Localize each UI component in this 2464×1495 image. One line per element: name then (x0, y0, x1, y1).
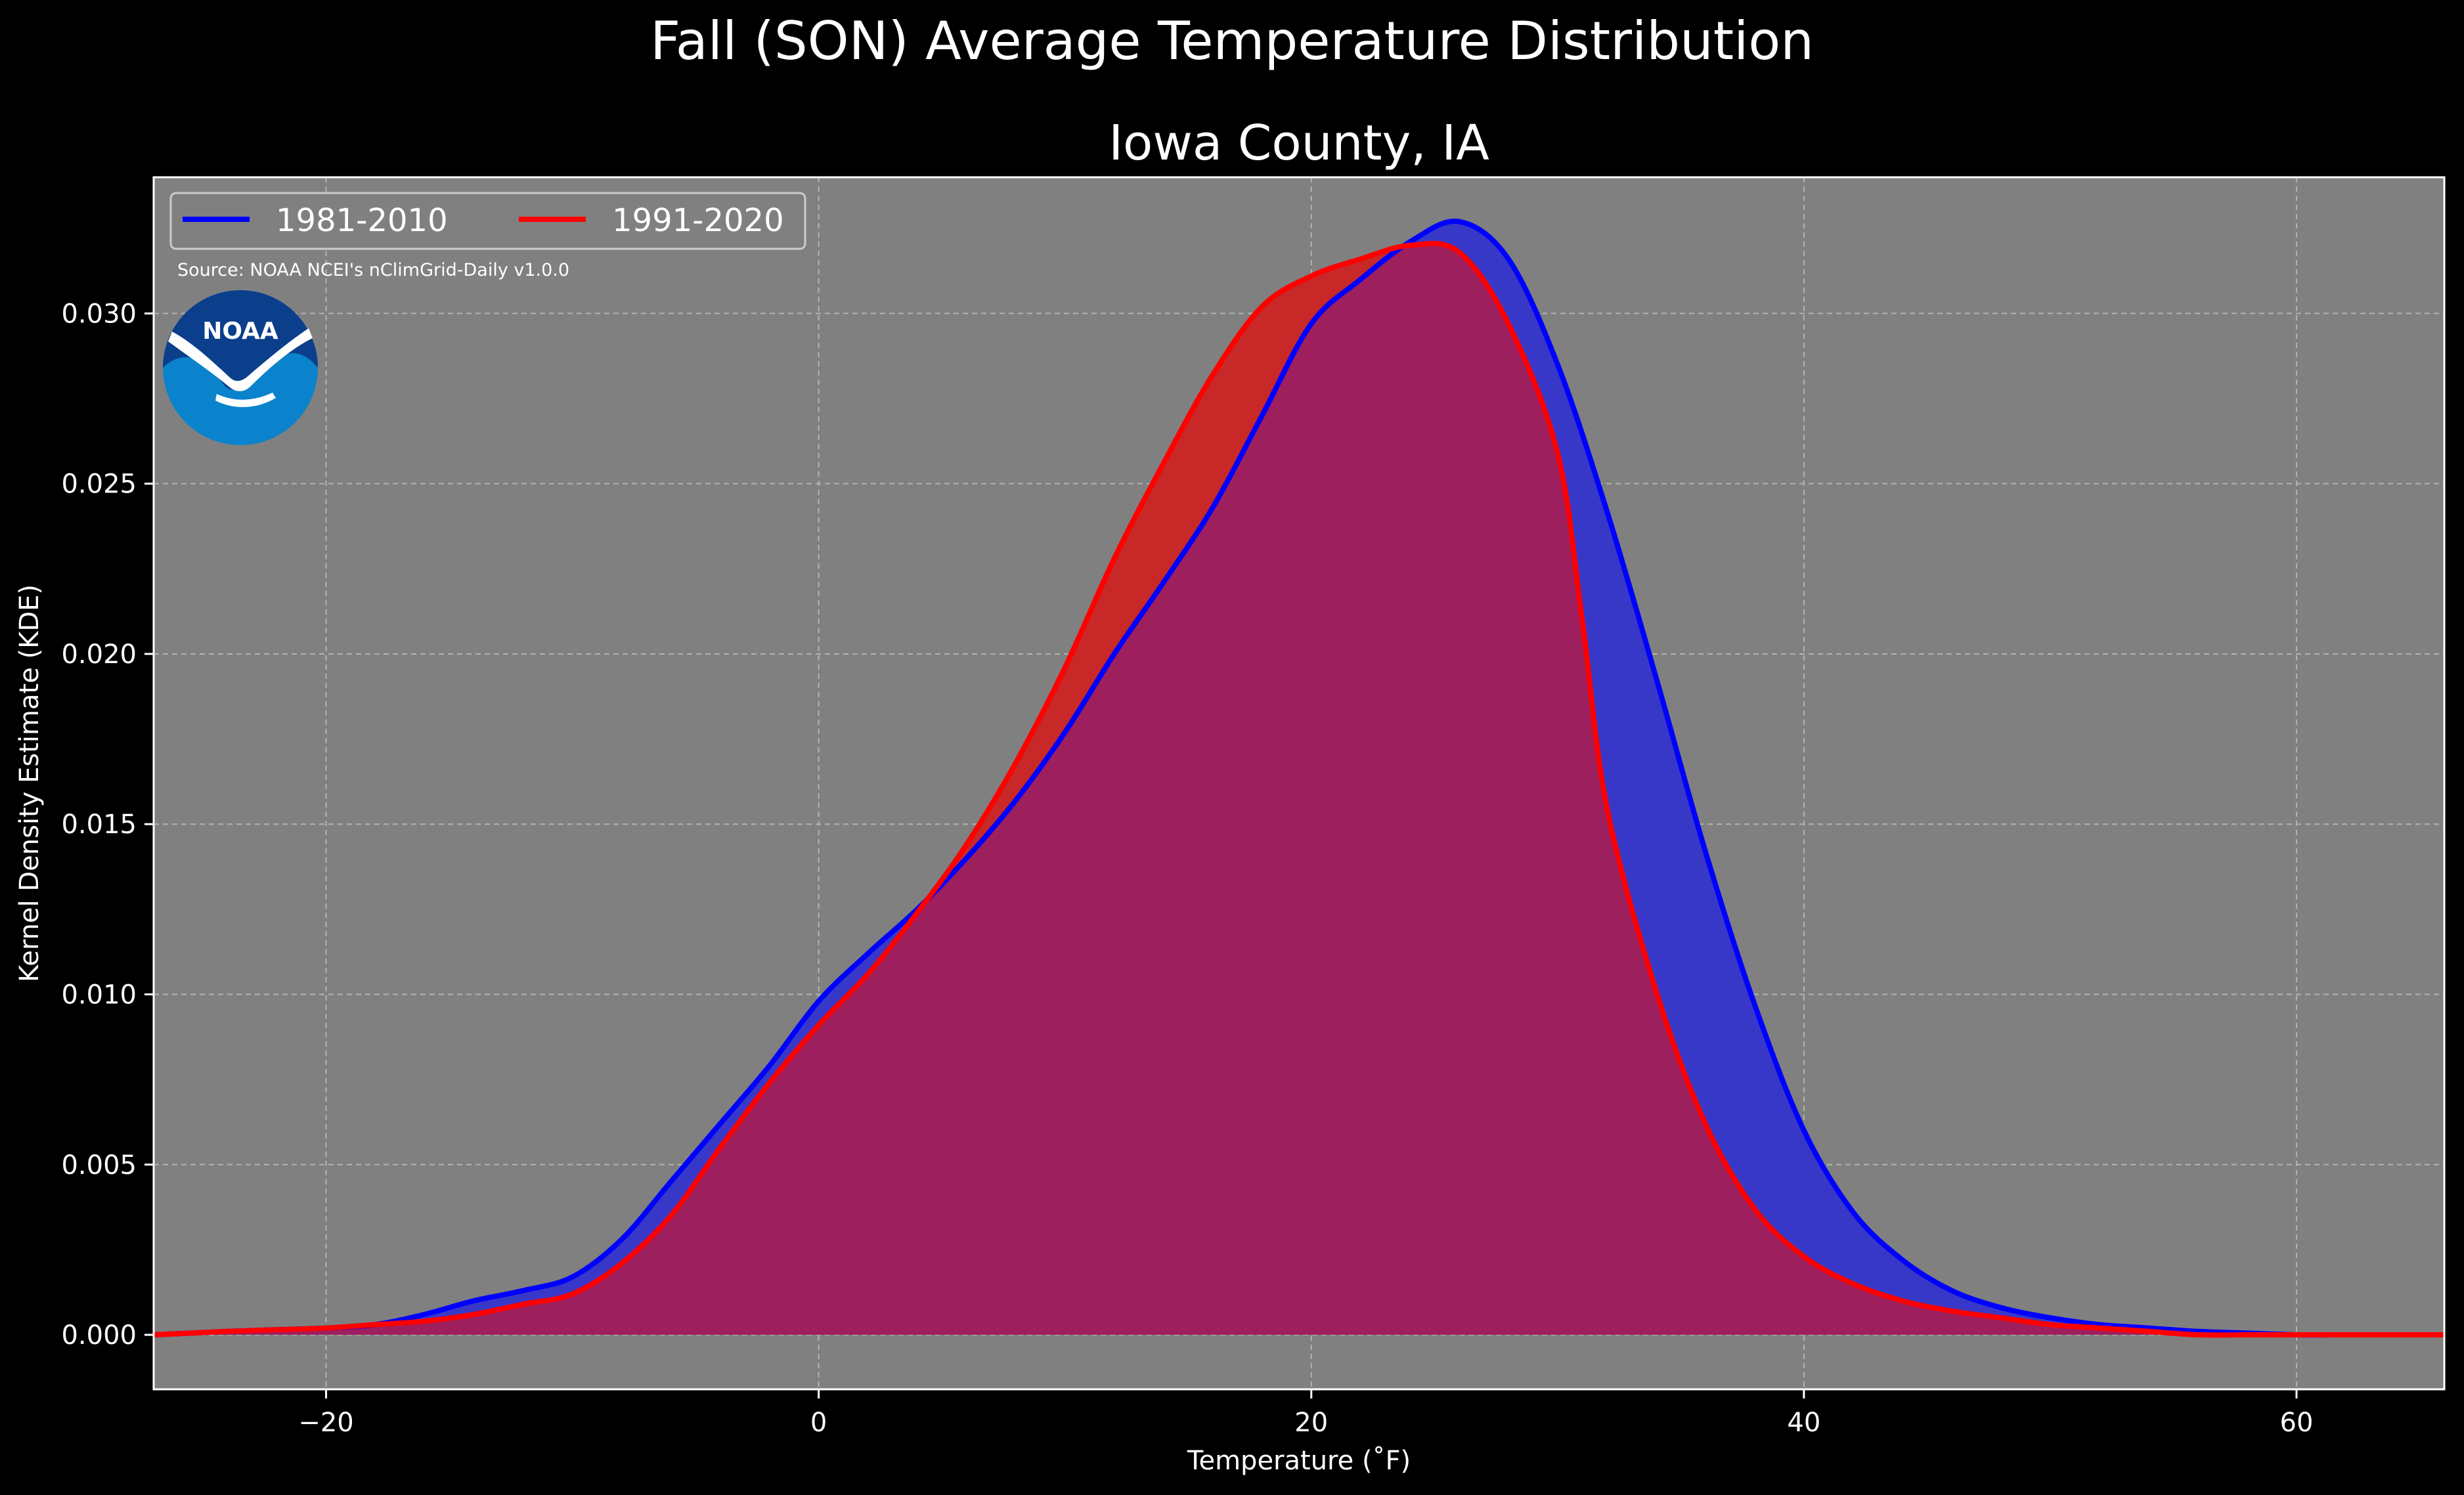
series-line-1991-2020 (153, 240, 2444, 1338)
line-layer (153, 218, 2444, 1338)
x-axis-label: Temperature (˚F) (1187, 1446, 1411, 1476)
chart-title: Fall (SON) Average Temperature Distribut… (650, 11, 1814, 72)
source-note: Source: NOAA NCEI's nClimGrid-Daily v1.0… (177, 260, 569, 280)
chart-subtitle: Iowa County, IA (1109, 115, 1489, 171)
y-tick-label: 0.025 (61, 469, 137, 500)
legend-label-1991-2020: 1991-2020 (612, 202, 784, 239)
x-axis: −20 0 20 40 60 (298, 1389, 2313, 1438)
y-tick-label: 0.005 (61, 1150, 137, 1181)
logo-text: NOAA (202, 318, 278, 345)
noaa-logo-icon: NOAA (163, 290, 318, 445)
x-tick-label: 60 (2280, 1408, 2314, 1438)
x-tick-label: −20 (298, 1408, 353, 1438)
grid-layer (154, 177, 2444, 1389)
fill-layer (154, 221, 2444, 1335)
x-tick-label: 0 (810, 1408, 827, 1438)
legend-label-1981-2010: 1981-2010 (276, 202, 448, 239)
y-tick-label: 0.030 (61, 299, 137, 329)
area-overlap (154, 243, 2444, 1335)
legend-box (169, 192, 806, 250)
x-tick-label: 20 (1294, 1408, 1328, 1438)
y-tick-label: 0.020 (61, 639, 137, 670)
y-tick-label: 0.000 (61, 1320, 137, 1351)
series-line-1981-2010 (153, 218, 2444, 1338)
x-tick-label: 40 (1787, 1408, 1820, 1438)
y-axis: 0.000 0.005 0.010 0.015 0.020 0.025 0.030 (61, 299, 154, 1351)
plot-frame (152, 176, 2446, 1391)
y-axis-label: Kernel Density Estimate (KDE) (14, 584, 45, 982)
y-tick-label: 0.010 (61, 980, 137, 1010)
legend: 1981-2010 1991-2020 (169, 192, 806, 250)
y-tick-label: 0.015 (61, 810, 137, 840)
